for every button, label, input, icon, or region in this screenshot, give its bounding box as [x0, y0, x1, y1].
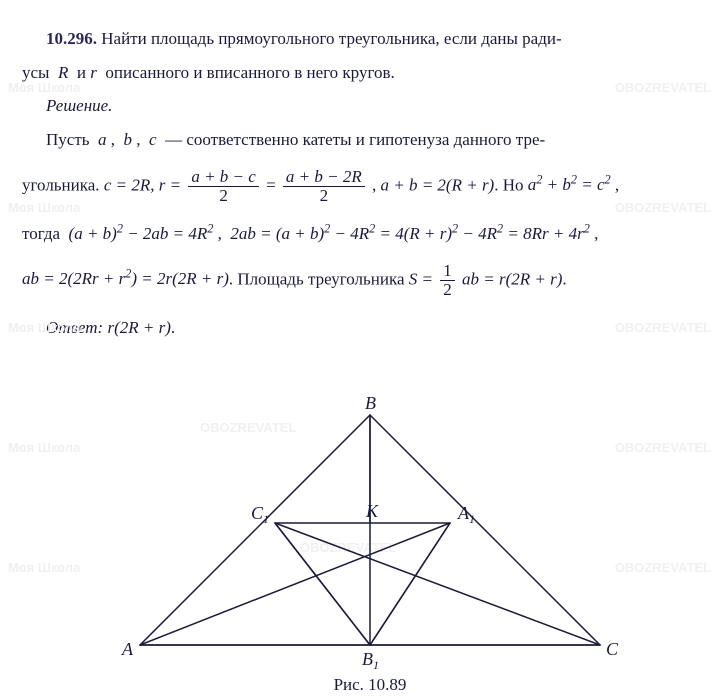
triangle-diagram: A B C B1 C1 A1 K [120, 395, 620, 675]
document-content: 10.296. Найти площадь прямоугольного тре… [0, 0, 719, 340]
watermark-left: Моя Школа [8, 440, 80, 455]
svg-text:C1: C1 [251, 503, 269, 526]
solution-line-1: Пусть a , b , c — соответственно катеты … [22, 127, 697, 153]
fraction: a + b − c 2 [188, 168, 259, 205]
solution-line-2: угольника. c = 2R, r = a + b − c 2 = a +… [22, 168, 697, 205]
problem-text: Найти площадь прямоугольного треугольник… [101, 29, 561, 48]
solution-line-4: ab = 2(2Rr + r2) = 2r(2R + r). Площадь т… [22, 262, 697, 299]
solution-label: Решение. [22, 93, 697, 119]
fraction: 1 2 [440, 262, 455, 299]
svg-text:C: C [606, 639, 619, 659]
svg-text:B1: B1 [362, 649, 379, 672]
solution-line-3: тогда (a + b)2 − 2ab = 4R2 , 2ab = (a + … [22, 221, 697, 247]
svg-text:A1: A1 [457, 503, 475, 526]
svg-text:A: A [121, 639, 134, 659]
geometry-figure: A B C B1 C1 A1 K Рис. 10.89 [120, 395, 620, 695]
watermark-right: OBOZREVATEL [615, 560, 711, 575]
watermark-left: Моя Школа [8, 560, 80, 575]
fraction: a + b − 2R 2 [283, 168, 365, 205]
problem-statement: 10.296. Найти площадь прямоугольного тре… [22, 26, 697, 52]
svg-text:K: K [365, 501, 379, 521]
answer-line: Ответ: r(2R + r). [22, 315, 697, 341]
problem-number: 10.296. [46, 29, 97, 48]
svg-text:B: B [365, 395, 376, 413]
watermark-right: OBOZREVATEL [615, 440, 711, 455]
figure-caption: Рис. 10.89 [120, 675, 620, 695]
problem-statement-2: усы R и r описанного и вписанного в него… [22, 60, 697, 86]
